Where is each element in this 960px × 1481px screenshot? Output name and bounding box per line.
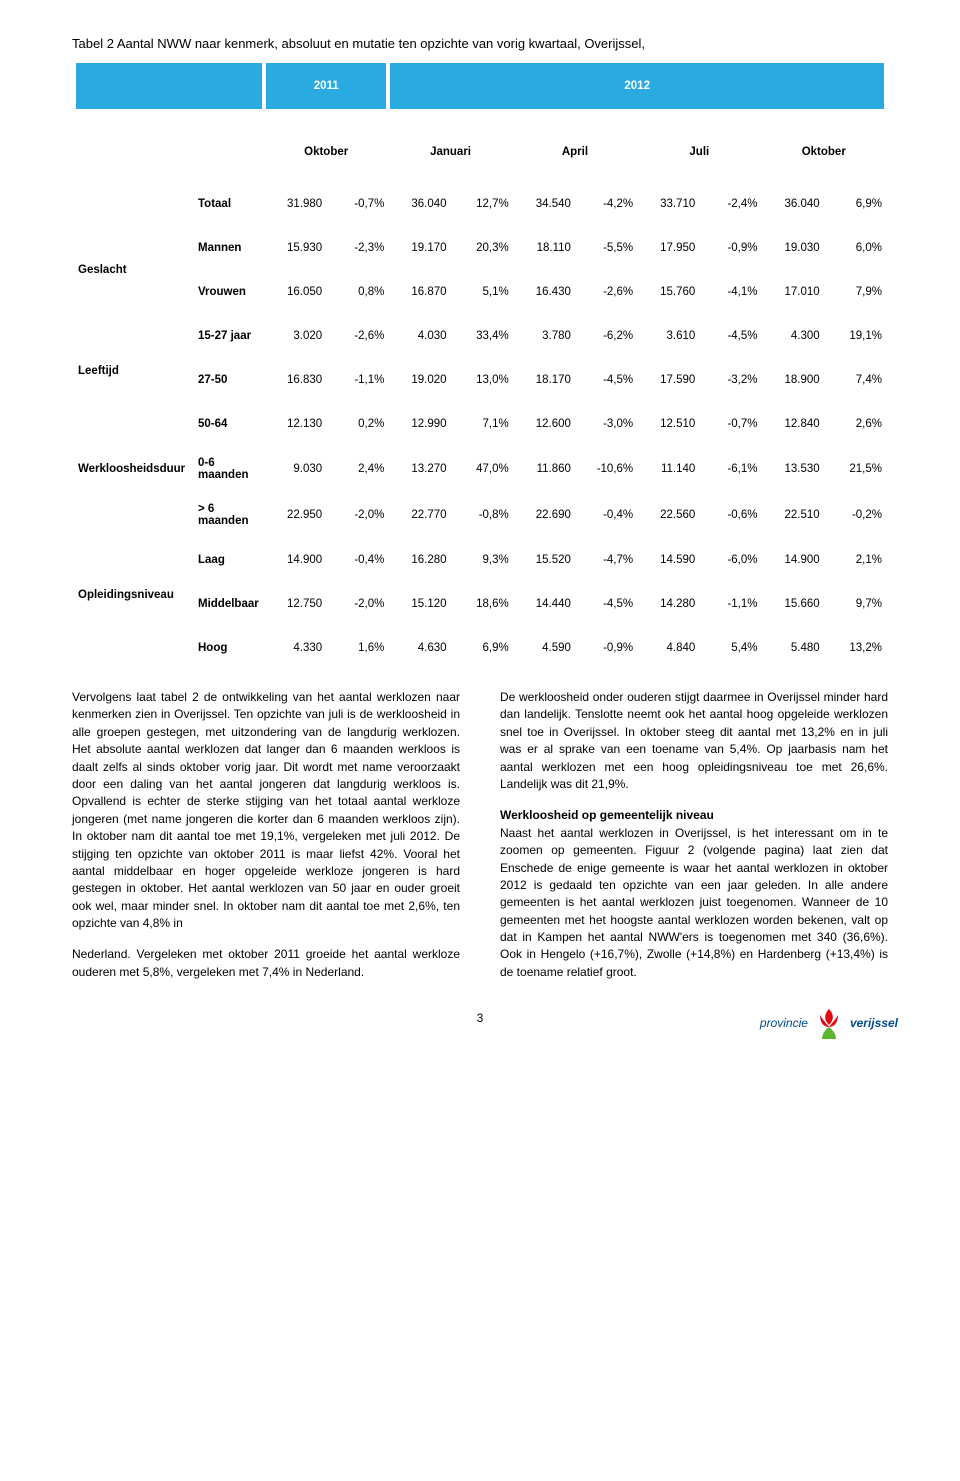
row-hoog: Hoog 4.3301,6% 4.6306,9% 4.590-0,9% 4.84… bbox=[74, 635, 886, 661]
right-heading: Werkloosheid op gemeentelijk niveau bbox=[500, 808, 714, 822]
row-27-50: 27-50 16.830-1,1% 19.02013,0% 18.170-4,5… bbox=[74, 367, 886, 393]
row-vrouwen: Vrouwen 16.0500,8% 16.8705,1% 16.430-2,6… bbox=[74, 279, 886, 305]
month-april: April bbox=[513, 131, 637, 173]
month-juli: Juli bbox=[637, 131, 761, 173]
body-text-columns: Vervolgens laat tabel 2 de ontwikkeling … bbox=[72, 689, 888, 995]
row-0-6-maanden: Werkloosheidsduur 0-6 maanden 9.0302,4% … bbox=[74, 455, 886, 483]
month-oktober-2: Oktober bbox=[762, 131, 887, 173]
row-15-27: 15-27 jaar 3.020-2,6% 4.03033,4% 3.780-6… bbox=[74, 323, 886, 349]
month-row: Oktober Januari April Juli Oktober bbox=[74, 131, 886, 173]
group-geslacht: Geslacht bbox=[74, 235, 194, 305]
year-2012: 2012 bbox=[388, 61, 886, 111]
row-50-64: 50-64 12.1300,2% 12.9907,1% 12.600-3,0% … bbox=[74, 411, 886, 437]
row-totaal: Totaal 31.980-0,7% 36.04012,7% 34.540-4,… bbox=[74, 191, 886, 217]
provincie-overijssel-logo: provincie verijssel bbox=[760, 1005, 898, 1041]
right-paragraph-1: De werkloosheid onder ouderen stijgt daa… bbox=[500, 689, 888, 793]
page-number: 3 bbox=[477, 1011, 484, 1025]
left-paragraph-2: Nederland. Vergeleken met oktober 2011 g… bbox=[72, 946, 460, 981]
spacer bbox=[74, 111, 886, 131]
tulip-icon bbox=[814, 1005, 844, 1041]
table-caption: Tabel 2 Aantal NWW naar kenmerk, absoluu… bbox=[72, 36, 888, 51]
left-column: Vervolgens laat tabel 2 de ontwikkeling … bbox=[72, 689, 460, 995]
row-laag: Laag 14.900-0,4% 16.2809,3% 15.520-4,7% … bbox=[74, 547, 886, 573]
group-leeftijd: Leeftijd bbox=[74, 349, 194, 393]
row-middelbaar: Middelbaar 12.750-2,0% 15.12018,6% 14.44… bbox=[74, 591, 886, 617]
left-paragraph-1: Vervolgens laat tabel 2 de ontwikkeling … bbox=[72, 689, 460, 932]
right-column: De werkloosheid onder ouderen stijgt daa… bbox=[500, 689, 888, 995]
month-januari: Januari bbox=[388, 131, 512, 173]
group-opleidingsniveau: Opleidingsniveau bbox=[74, 573, 194, 617]
row-mannen: Geslacht Mannen 15.930-2,3% 19.17020,3% … bbox=[74, 235, 886, 261]
year-row: 2011 2012 bbox=[74, 61, 886, 111]
month-oktober-1: Oktober bbox=[264, 131, 388, 173]
group-werkloosheidsduur: Werkloosheidsduur bbox=[74, 455, 194, 483]
year-2011: 2011 bbox=[264, 61, 388, 111]
page-footer: 3 provincie verijssel bbox=[72, 1005, 888, 1065]
right-paragraph-2: Werkloosheid op gemeentelijk niveau Naast… bbox=[500, 807, 888, 981]
right-paragraph-2-text: Naast het aantal werklozen in Overijssel… bbox=[500, 826, 888, 979]
logo-name: verijssel bbox=[850, 1016, 898, 1030]
data-table: 2011 2012 Oktober Januari April Juli Okt… bbox=[72, 59, 888, 661]
logo-prefix: provincie bbox=[760, 1016, 808, 1030]
row-6plus-maanden: > 6 maanden 22.950-2,0% 22.770-0,8% 22.6… bbox=[74, 501, 886, 529]
